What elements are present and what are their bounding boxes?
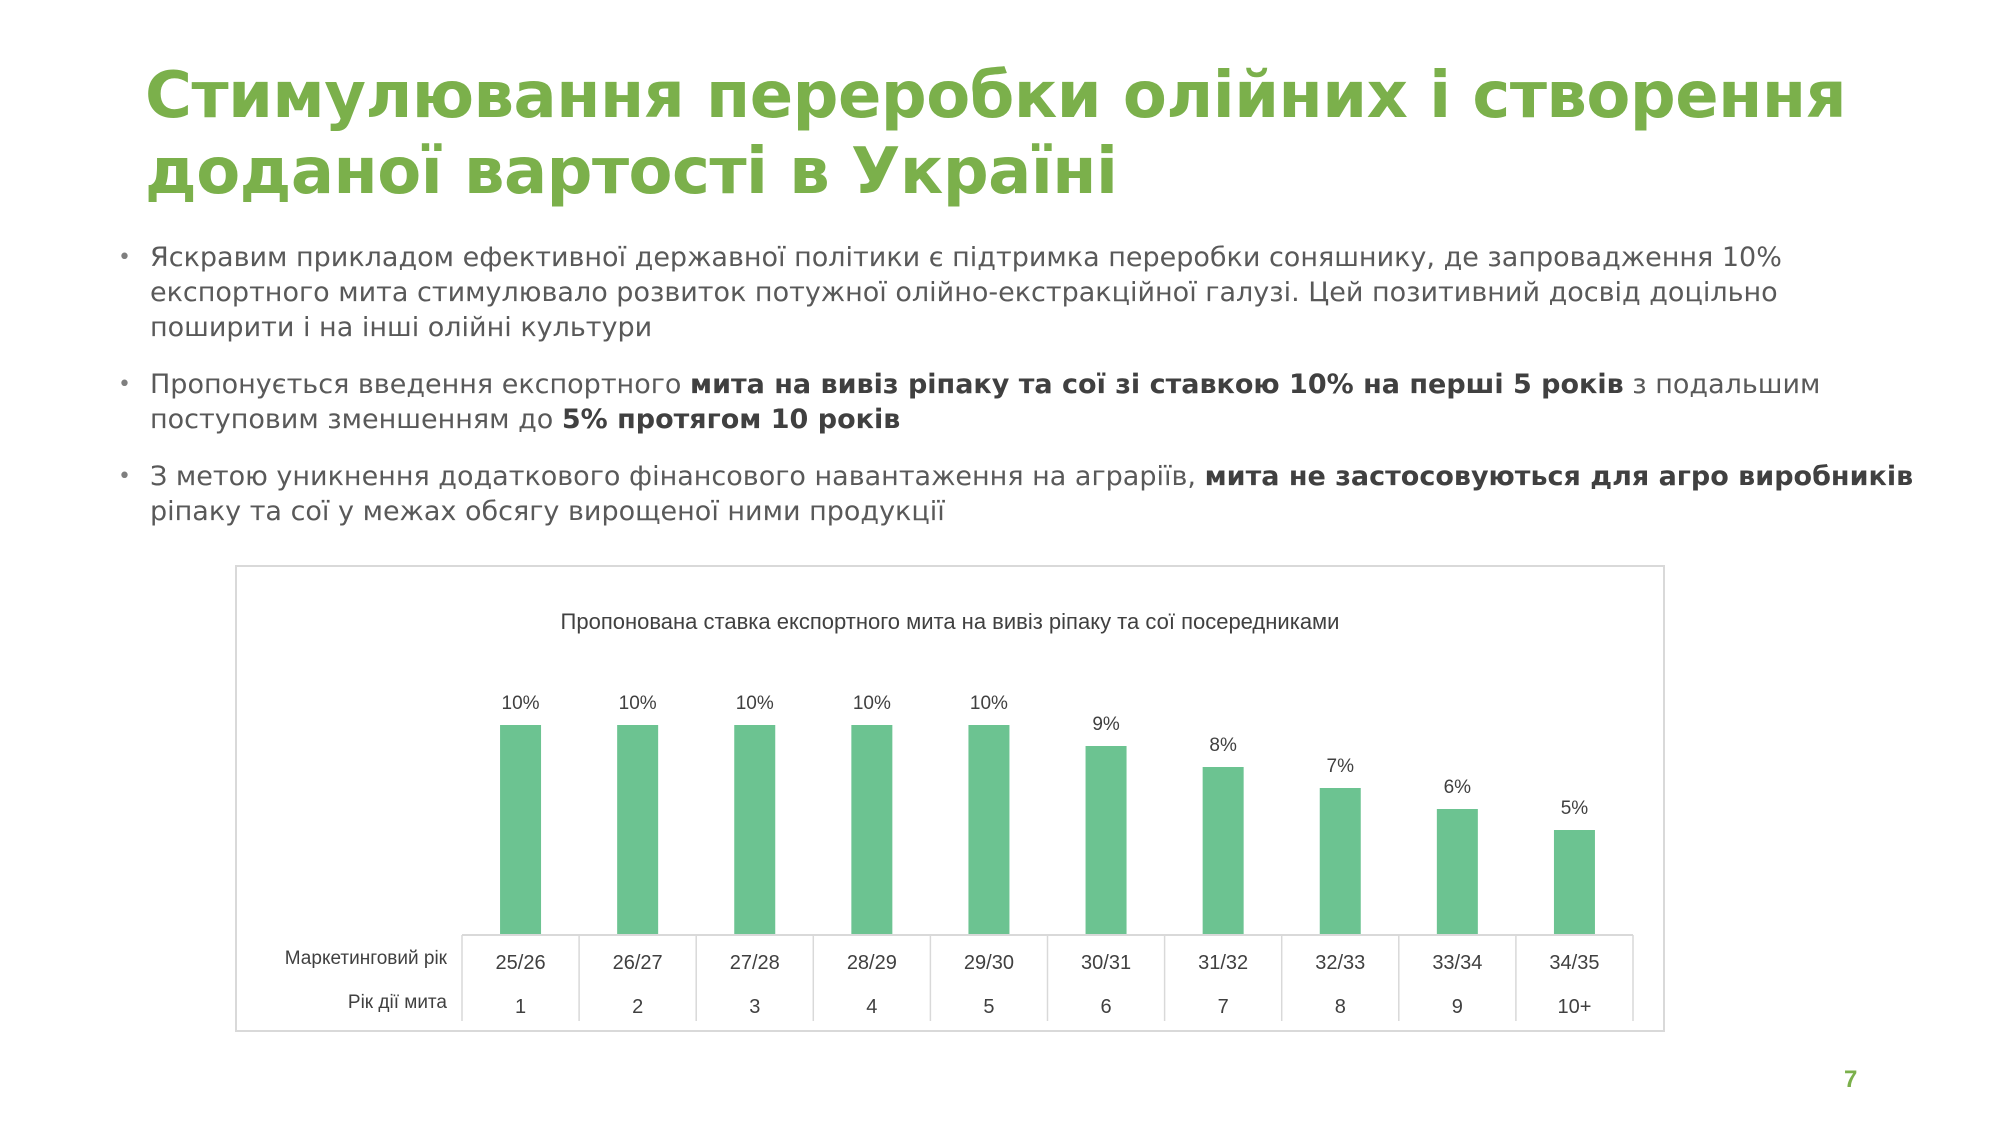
row-label-marketing-year: Маркетинговий рік — [285, 948, 448, 969]
page-number: 7 — [1844, 1066, 1858, 1093]
bullet-dot-icon: • — [118, 372, 131, 397]
category-label: 31/32 — [1198, 952, 1248, 974]
bullet-segment-bold: мита на вивіз ріпаку та сої зі ставкою 1… — [690, 369, 1624, 400]
row-label-duty-year: Рік дії мита — [348, 992, 448, 1013]
bar-28/29 — [851, 725, 893, 935]
category-label: 26/27 — [613, 952, 663, 974]
export-duty-bar-chart: Пропонована ставка експортного мита на в… — [285, 609, 1634, 1021]
data-label: 10% — [736, 693, 774, 714]
data-label: 7% — [1327, 756, 1355, 777]
data-label: 8% — [1209, 735, 1237, 756]
bar-30/31 — [1085, 746, 1127, 935]
data-label: 5% — [1561, 798, 1589, 819]
secondary-category-label: 3 — [749, 996, 760, 1018]
bullet-segment: Яскравим прикладом ефективної державної … — [150, 242, 1782, 343]
bullet-item: • З метою уникнення додаткового фінансов… — [118, 459, 1918, 529]
bar-33/34 — [1436, 809, 1478, 935]
bar-31/32 — [1202, 767, 1244, 935]
bullet-text: Яскравим прикладом ефективної державної … — [150, 242, 1782, 343]
category-label: 30/31 — [1081, 952, 1131, 974]
category-label: 27/28 — [730, 952, 780, 974]
bullet-item: • Пропонується введення експортного мита… — [118, 367, 1918, 437]
slide-title: Стимулювання переробки олійних і створен… — [145, 59, 1847, 209]
secondary-category-label: 5 — [983, 996, 994, 1018]
data-label: 10% — [853, 693, 891, 714]
bar-25/26 — [500, 725, 542, 935]
bullet-text: Пропонується введення експортного мита н… — [150, 369, 1820, 435]
bar-32/33 — [1319, 788, 1361, 935]
data-label: 6% — [1444, 777, 1472, 798]
bullet-segment: з подальшим поступовим зменшенням до — [150, 369, 1821, 435]
data-label: 10% — [502, 693, 540, 714]
bar-26/27 — [617, 725, 659, 935]
secondary-category-label: 2 — [632, 996, 643, 1018]
category-label: 33/34 — [1432, 952, 1482, 974]
bar-27/28 — [734, 725, 776, 935]
bullet-segment-bold: 5% протягом 10 років — [561, 404, 901, 435]
secondary-category-label: 8 — [1335, 996, 1346, 1018]
category-label: 28/29 — [847, 952, 897, 974]
category-label: 32/33 — [1315, 952, 1365, 974]
secondary-category-label: 1 — [515, 996, 526, 1018]
chart-container: Пропонована ставка експортного мита на в… — [235, 565, 1665, 1032]
data-label: 9% — [1092, 714, 1120, 735]
bar-29/30 — [968, 725, 1010, 935]
bullet-item: • Яскравим прикладом ефективної державно… — [118, 240, 1918, 345]
bullet-dot-icon: • — [118, 464, 131, 489]
secondary-category-label: 7 — [1218, 996, 1229, 1018]
bullet-text: З метою уникнення додаткового фінансовог… — [150, 461, 1913, 527]
data-label: 10% — [619, 693, 657, 714]
category-label: 25/26 — [496, 952, 546, 974]
bullet-dot-icon: • — [118, 245, 131, 270]
category-label: 29/30 — [964, 952, 1014, 974]
category-label: 34/35 — [1549, 952, 1599, 974]
secondary-category-label: 9 — [1452, 996, 1463, 1018]
bullet-segment-bold: мита не застосовуються для агро виробник… — [1204, 461, 1914, 492]
bullet-segment: З метою уникнення додаткового фінансовог… — [150, 461, 1205, 492]
secondary-category-label: 4 — [866, 996, 877, 1018]
bullet-segment: ріпаку та сої у межах обсягу вирощеної н… — [150, 496, 945, 527]
bullet-list: • Яскравим прикладом ефективної державно… — [118, 240, 1918, 551]
secondary-category-label: 6 — [1100, 996, 1111, 1018]
bar-34/35 — [1553, 830, 1595, 935]
data-label: 10% — [970, 693, 1008, 714]
bullet-segment: Пропонується введення експортного — [150, 369, 690, 400]
secondary-category-label: 10+ — [1557, 996, 1591, 1018]
chart-title: Пропонована ставка експортного мита на в… — [561, 609, 1340, 634]
